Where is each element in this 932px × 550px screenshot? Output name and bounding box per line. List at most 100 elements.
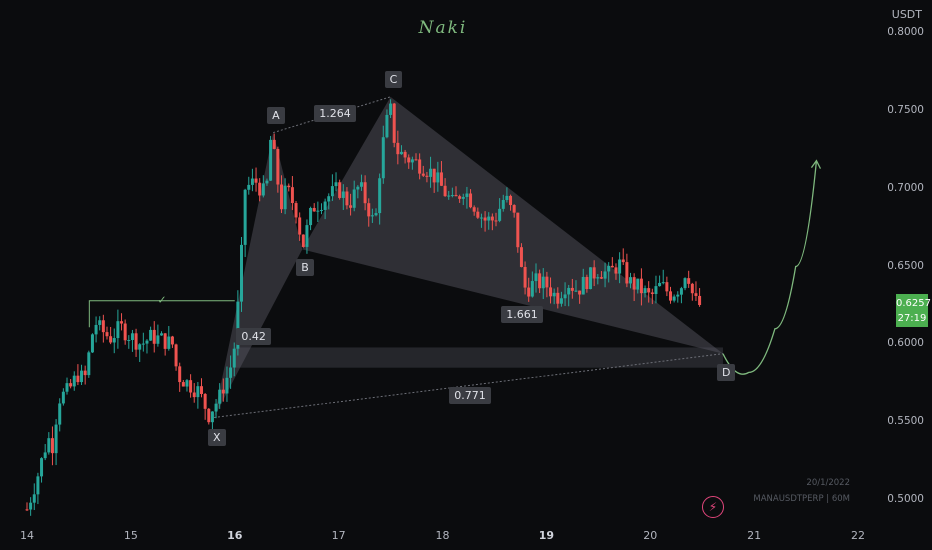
candle-body [61,391,65,404]
ratio-label: 1.661 [501,305,543,323]
candle-body [545,276,549,288]
x-tick-label: 17 [331,529,346,542]
projection-curve [722,160,818,375]
watermark-symbol: MANAUSDTPERP | 60M [753,494,850,504]
candle-body [632,277,636,290]
x-tick-label: 14 [20,529,34,542]
pattern-point-b: B [296,259,314,277]
candle-body [250,178,254,185]
candle-body [243,189,247,245]
candle-body [432,168,436,183]
candle-body [120,321,124,324]
candle-body [225,377,229,394]
candle-body [200,386,204,394]
candles-layer [25,99,702,516]
price-unit: USDT [891,8,922,21]
candle-body [145,340,149,344]
candle-body [479,217,483,219]
candle-body [294,203,298,218]
target-zone [234,347,723,368]
candle-body [341,191,345,198]
candle-body [116,321,120,339]
candle-body [298,217,302,235]
candle-body [283,185,287,210]
candle-body [683,278,687,289]
candle-body [378,178,382,214]
candle-body [469,193,473,208]
candle-body [519,247,523,267]
candle-body [370,215,374,217]
candle-body [261,183,265,196]
candle-body [207,408,211,423]
candle-body [58,403,62,425]
candle-body [356,186,360,190]
candle-body [487,216,491,221]
candle-body [559,298,563,304]
candle-body [490,216,494,221]
candle-body [69,383,73,387]
y-tick-label: 0.6000 [887,337,924,350]
candle-body [334,182,338,187]
candle-body [29,502,33,510]
candle-body [36,476,40,495]
candle-body [396,142,400,155]
ratio-label: 1.264 [314,104,356,122]
candle-body [127,340,131,342]
candle-body [254,178,258,183]
candle-body [596,277,600,279]
candle-body [229,367,233,378]
candle-body [552,292,556,297]
candle-body [527,287,531,297]
candle-body [156,335,160,344]
candle-body [170,336,174,345]
candle-body [345,191,349,206]
candle-body [661,282,665,284]
x-tick-label: 18 [435,529,450,542]
candle-body [323,201,327,210]
candle-body [567,287,571,295]
candle-body [105,332,109,337]
candle-body [218,389,222,404]
candle-body [549,287,553,297]
candle-body [363,182,367,204]
candle-body [196,386,200,398]
candle-body [141,343,145,345]
candle-body [138,344,142,350]
lightning-bolt-icon[interactable]: ⚡ [702,496,724,518]
candle-body [316,210,320,212]
candle-body [90,334,94,353]
candle-body [672,296,676,301]
candle-body [650,292,654,294]
candle-body [269,139,273,181]
candle-body [352,189,356,208]
candle-body [236,301,240,349]
candle-body [690,283,694,294]
candle-body [134,333,138,350]
candle-body [636,278,640,290]
candle-body [327,196,331,202]
pattern-point-a: A [267,106,285,124]
candle-body [185,380,189,387]
candle-body [669,291,673,301]
candle-body [287,185,291,188]
candle-body [389,103,393,115]
candle-body [581,276,585,295]
candle-body [232,348,236,368]
candle-body [541,276,545,289]
candle-body [374,213,378,216]
candle-body [367,203,371,217]
candle-body [530,281,534,297]
candle-body [698,295,702,306]
candle-body [32,494,36,503]
candle-body [203,393,207,409]
candle-body [614,267,618,274]
projection-arrowhead [810,159,822,169]
candle-body [319,209,323,211]
ratio-line [213,353,724,418]
candle-body [610,265,614,268]
candle-body [65,383,69,392]
x-tick-label: 16 [227,529,243,542]
harmonic-pattern [213,96,724,418]
candle-body [160,333,164,336]
